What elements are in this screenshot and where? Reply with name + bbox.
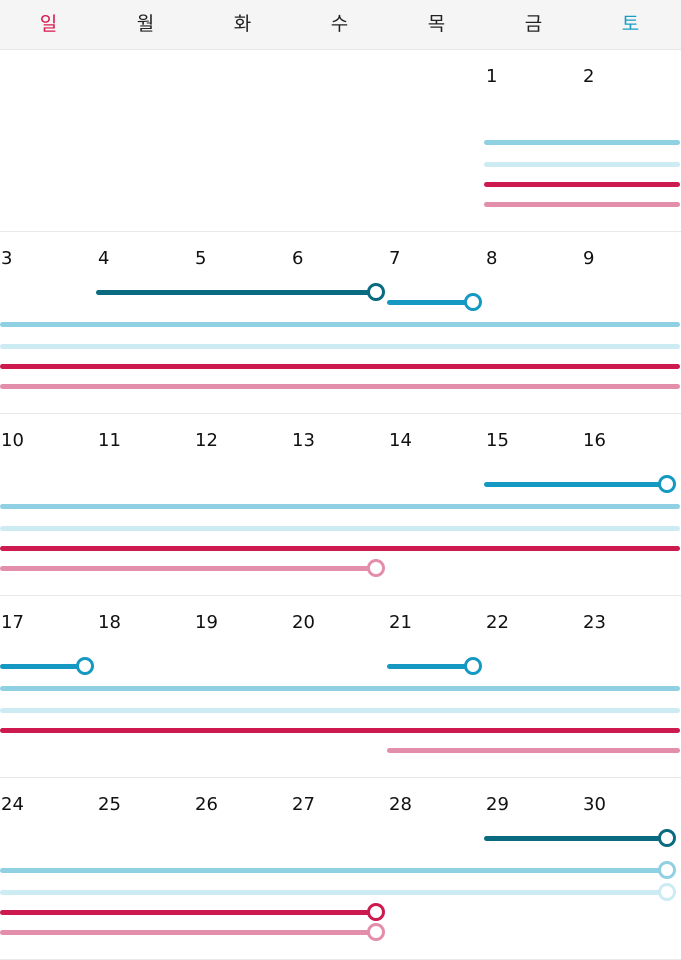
event-bar[interactable] [387, 664, 473, 669]
day-number[interactable]: 16 [583, 430, 606, 451]
day-number[interactable]: 29 [486, 794, 509, 815]
event-bar[interactable] [96, 290, 376, 295]
event-bar[interactable] [484, 836, 667, 841]
event-end-marker-icon[interactable] [658, 829, 676, 847]
event-bar[interactable] [0, 344, 680, 349]
event-bar[interactable] [484, 482, 667, 487]
event-bar[interactable] [0, 890, 667, 895]
weekday-thu: 목 [427, 13, 446, 35]
week-row: 17 18 19 20 21 22 23 [0, 596, 681, 778]
event-bar[interactable] [0, 664, 85, 669]
day-number[interactable]: 12 [195, 430, 218, 451]
event-bar[interactable] [0, 686, 680, 691]
event-bar[interactable] [0, 504, 680, 509]
day-number[interactable]: 30 [583, 794, 606, 815]
event-bar[interactable] [484, 182, 680, 187]
event-end-marker-icon[interactable] [367, 559, 385, 577]
day-number[interactable]: 27 [292, 794, 315, 815]
day-number[interactable]: 14 [389, 430, 412, 451]
event-bar[interactable] [484, 162, 680, 167]
weekday-tue: 화 [233, 13, 252, 35]
day-number[interactable]: 23 [583, 612, 606, 633]
day-number[interactable]: 19 [195, 612, 218, 633]
event-bar[interactable] [0, 910, 376, 915]
event-bar[interactable] [484, 202, 680, 207]
day-number[interactable]: 15 [486, 430, 509, 451]
day-number[interactable]: 28 [389, 794, 412, 815]
week-row: 10 11 12 13 14 15 16 [0, 414, 681, 596]
event-bar[interactable] [0, 546, 680, 551]
weekday-sat: 토 [621, 13, 640, 35]
event-bar[interactable] [0, 566, 376, 571]
day-number[interactable]: 8 [486, 248, 498, 269]
day-number[interactable]: 24 [1, 794, 24, 815]
day-number[interactable]: 22 [486, 612, 509, 633]
event-end-marker-icon[interactable] [76, 657, 94, 675]
day-number[interactable]: 13 [292, 430, 315, 451]
event-bar[interactable] [0, 526, 680, 531]
day-number[interactable]: 17 [1, 612, 24, 633]
day-number[interactable]: 10 [1, 430, 24, 451]
weekday-wed: 수 [330, 13, 349, 35]
day-number[interactable]: 7 [389, 248, 401, 269]
event-bar[interactable] [0, 708, 680, 713]
day-number[interactable]: 6 [292, 248, 304, 269]
day-number[interactable]: 2 [583, 66, 595, 87]
event-end-marker-icon[interactable] [367, 283, 385, 301]
event-bar[interactable] [0, 384, 680, 389]
event-end-marker-icon[interactable] [658, 475, 676, 493]
event-end-marker-icon[interactable] [464, 293, 482, 311]
day-number[interactable]: 25 [98, 794, 121, 815]
week-row: 24 25 26 27 28 29 30 [0, 778, 681, 960]
event-bar[interactable] [0, 322, 680, 327]
event-bar[interactable] [387, 748, 680, 753]
week-row: 3 4 5 6 7 8 9 [0, 232, 681, 414]
event-end-marker-icon[interactable] [367, 903, 385, 921]
event-end-marker-icon[interactable] [367, 923, 385, 941]
day-number[interactable]: 11 [98, 430, 121, 451]
event-bar[interactable] [484, 140, 680, 145]
day-number[interactable]: 4 [98, 248, 110, 269]
weekday-fri: 금 [524, 13, 543, 35]
day-number[interactable]: 1 [486, 66, 498, 87]
day-number[interactable]: 3 [1, 248, 13, 269]
day-number[interactable]: 9 [583, 248, 595, 269]
day-number[interactable]: 21 [389, 612, 412, 633]
event-end-marker-icon[interactable] [658, 883, 676, 901]
event-bar[interactable] [387, 300, 473, 305]
day-number[interactable]: 5 [195, 248, 207, 269]
day-number[interactable]: 20 [292, 612, 315, 633]
event-end-marker-icon[interactable] [464, 657, 482, 675]
day-number[interactable]: 18 [98, 612, 121, 633]
event-bar[interactable] [0, 728, 680, 733]
event-bar[interactable] [0, 930, 376, 935]
event-bar[interactable] [0, 868, 667, 873]
day-number[interactable]: 26 [195, 794, 218, 815]
event-bar[interactable] [0, 364, 680, 369]
event-end-marker-icon[interactable] [658, 861, 676, 879]
weekday-mon: 월 [136, 13, 155, 35]
weekday-sun: 일 [39, 13, 58, 35]
